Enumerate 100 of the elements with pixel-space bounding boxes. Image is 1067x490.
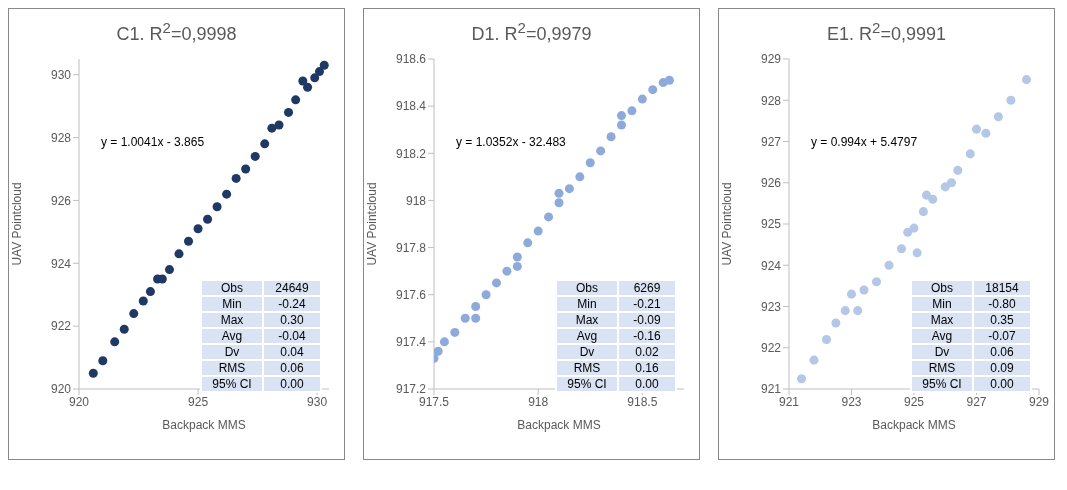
annotation: 95% CI: [202, 377, 262, 391]
point: [193, 224, 203, 234]
x-tick-label: 925: [903, 394, 925, 409]
point: [965, 149, 975, 159]
point: [450, 327, 460, 337]
x-tick-label: 925: [188, 394, 209, 409]
y-tick-label: 921: [760, 382, 782, 397]
y-tick-label: 927: [760, 134, 782, 149]
y-axis-title: UAV Pointcloud: [365, 182, 380, 266]
point: [575, 172, 585, 182]
x-tick-label: 918.5: [627, 394, 658, 409]
point: [846, 289, 857, 299]
y-tick-label: 917.2: [395, 382, 427, 397]
y-tick-label: 917.8: [395, 240, 427, 255]
point: [164, 265, 174, 275]
y-tick-label: 926: [760, 176, 782, 191]
annotation: RMS: [557, 361, 617, 375]
x-tick-label: 921: [778, 394, 800, 409]
point: [523, 238, 533, 248]
point: [903, 227, 913, 237]
annotation: 0.30: [264, 313, 320, 327]
x-tick-label: 929: [1028, 394, 1050, 409]
point: [648, 85, 658, 95]
annotation: -0.07: [974, 329, 1030, 343]
annotation: Min: [912, 297, 972, 311]
y-tick-label: 928: [50, 130, 72, 145]
annotation: RMS: [912, 361, 972, 375]
point: [953, 165, 963, 175]
point: [310, 73, 320, 83]
y-tick-label: 924: [760, 258, 782, 273]
annotation: y = 0.994x + 5.4797: [811, 135, 918, 149]
annotation: -0.09: [619, 313, 675, 327]
point: [981, 128, 991, 138]
point: [284, 107, 294, 117]
annotation: 18154: [974, 281, 1030, 295]
annotation: Dv: [557, 345, 617, 359]
annotation: 0.02: [619, 345, 675, 359]
point: [946, 178, 957, 188]
annotation: -0.21: [619, 297, 675, 311]
point: [544, 212, 554, 222]
point: [274, 120, 284, 130]
point: [439, 337, 449, 347]
annotation: -0.24: [264, 297, 320, 311]
point: [896, 244, 907, 254]
point: [1006, 95, 1016, 105]
x-tick-label: 918: [528, 394, 549, 409]
point: [267, 123, 277, 133]
point: [303, 82, 313, 92]
point: [481, 290, 491, 300]
x-axis-title: Backpack MMS: [517, 418, 601, 432]
point: [606, 132, 616, 142]
point: [434, 346, 443, 356]
y-tick-label: 923: [760, 299, 782, 314]
annotation: y = 1.0041x - 3.865: [101, 135, 205, 149]
point: [184, 236, 194, 246]
annotation: -0.80: [974, 297, 1030, 311]
point: [174, 249, 184, 259]
annotation: 95% CI: [912, 377, 972, 391]
y-tick-label: 922: [760, 341, 782, 356]
y-tick-label: 917.4: [395, 335, 427, 350]
point: [241, 164, 251, 174]
point: [98, 356, 108, 366]
annotation: -0.04: [264, 329, 320, 343]
point: [840, 306, 850, 316]
annotation: Obs: [912, 281, 972, 295]
point: [554, 188, 564, 198]
point: [260, 139, 270, 149]
y-tick-label: 928: [760, 93, 782, 108]
y-tick-label: 930: [50, 67, 72, 82]
point: [145, 287, 155, 297]
annotation: Obs: [557, 281, 617, 295]
point: [627, 106, 637, 116]
annotation: y = 1.0352x - 32.483: [456, 135, 566, 149]
point: [314, 67, 324, 77]
point: [212, 202, 222, 212]
point: [853, 306, 863, 316]
point: [637, 94, 647, 104]
y-tick-label: 925: [760, 217, 782, 232]
point: [460, 313, 470, 323]
annotation: 6269: [619, 281, 675, 295]
point: [909, 223, 919, 233]
point: [821, 334, 832, 345]
y-tick-label: 918.6: [395, 52, 427, 67]
point: [471, 313, 481, 323]
point: [491, 278, 502, 288]
chart-title: E1. R$^{2}$=0,9991: [826, 19, 947, 45]
annotation: Avg: [912, 329, 972, 343]
y-axis-title: UAV Pointcloud: [720, 182, 735, 266]
annotation: 24649: [264, 281, 320, 295]
point: [616, 111, 627, 121]
point: [129, 309, 139, 319]
point: [796, 374, 807, 384]
point: [203, 214, 213, 224]
x-tick-label: 923: [841, 394, 862, 409]
annotation: Avg: [557, 329, 617, 343]
point: [918, 207, 928, 217]
annotation: 0.09: [974, 361, 1030, 375]
annotation: Max: [912, 313, 972, 327]
annotation: 0.00: [264, 377, 320, 391]
y-axis-title: UAV Pointcloud: [10, 182, 25, 266]
